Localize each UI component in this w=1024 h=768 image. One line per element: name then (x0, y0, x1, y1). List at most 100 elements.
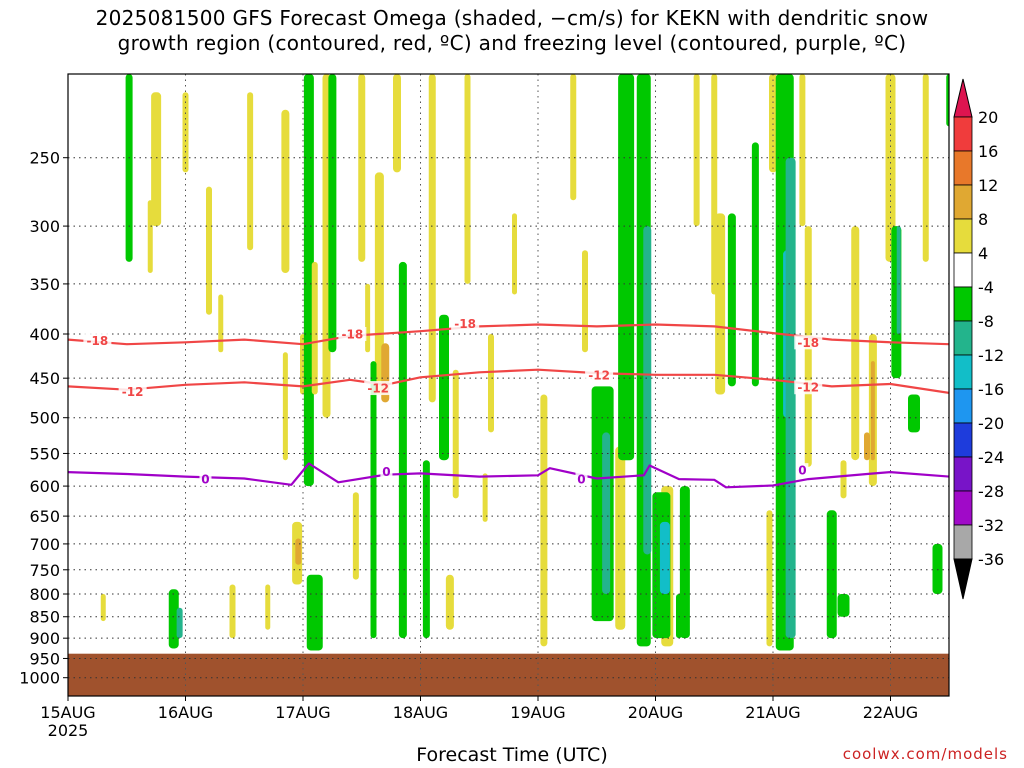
site-credit: coolwx.com/models (842, 745, 1008, 763)
omega-shading (100, 74, 949, 651)
omega-shade-72 (837, 593, 850, 617)
colorbar-bottom-arrow (953, 558, 973, 600)
colorbar-segment (953, 320, 973, 356)
contour-label-bg (585, 367, 614, 382)
omega-shade-2 (182, 92, 189, 173)
contour-label-bg (364, 381, 393, 396)
omega-shade-39 (615, 446, 626, 630)
omega-shade-79 (218, 294, 224, 353)
contour-label-bg (118, 384, 147, 399)
omega-shade-14 (311, 261, 318, 395)
contour-label-0: 0 (201, 473, 209, 487)
omega-shade-32 (488, 333, 494, 433)
colorbar-segment (953, 252, 973, 288)
x-tick-label: 17AUG (275, 703, 330, 722)
omega-shade-49 (715, 213, 726, 395)
omega-shade-69 (922, 74, 929, 262)
y-tick-label: 650 (29, 507, 60, 526)
omega-shade-18 (306, 574, 323, 651)
omega-shade-28 (452, 369, 459, 499)
contour--12 (68, 368, 949, 394)
omega-shade-75 (147, 200, 153, 274)
omega-shade-26 (428, 74, 436, 403)
omega-shade-8 (265, 584, 271, 630)
omega-shade-38 (602, 432, 611, 594)
colorbar-segment (953, 524, 973, 560)
y-axis-ticks: 250 300 350 400 450 500 550 600 650 700 750 800 850 9… (19, 149, 68, 688)
contour-label--12: -12 (797, 381, 819, 395)
x-axis-label: Forecast Time (UTC) (416, 744, 608, 766)
y-tick-label: 750 (29, 561, 60, 580)
contour-label--18: -18 (342, 327, 364, 341)
chart-title: 2025081500 GFS Forecast Omega (shaded, −… (0, 6, 1024, 56)
chart-title-line-1: 2025081500 GFS Forecast Omega (shaded, −… (95, 6, 929, 30)
x-tick-label: 19AUG (510, 703, 565, 722)
y-tick-label: 900 (29, 629, 60, 648)
y-tick-label: 800 (29, 585, 60, 604)
omega-shade-46 (679, 486, 690, 639)
colorbar-label: 12 (978, 176, 998, 195)
omega-shade-10 (281, 109, 290, 274)
omega-shade-73 (676, 593, 682, 639)
contour-label--12: -12 (122, 385, 144, 399)
omega-shade-27 (439, 314, 449, 461)
omega-shade-5 (168, 589, 179, 649)
omega-shade-31 (464, 74, 471, 284)
omega-shade-55 (799, 74, 806, 227)
omega-shade-9 (100, 593, 106, 622)
omega-shade-19 (328, 74, 337, 353)
y-tick-label: 250 (29, 149, 60, 168)
omega-shade-33 (512, 213, 517, 295)
colorbar-segment (953, 354, 973, 390)
y-tick-label: 350 (29, 275, 60, 294)
omega-shade-3 (206, 186, 212, 315)
x-tick-label: 21AUG (745, 703, 800, 722)
omega-shade-1 (151, 92, 162, 227)
omega-shade-12 (282, 352, 288, 461)
colorbar-label: -32 (978, 516, 1004, 535)
contour-label--12: -12 (588, 368, 610, 382)
x-tick-label: 20AUG (628, 703, 683, 722)
colorbar-label: 20 (978, 108, 998, 127)
x-tick-label: 18AUG (393, 703, 448, 722)
colorbar-label: 16 (978, 142, 998, 161)
y-tick-label: 1000 (19, 669, 60, 688)
contour-label-bg (338, 326, 367, 341)
omega-shade-70 (932, 543, 943, 594)
contour-label--12: -12 (367, 382, 389, 396)
colorbar-label: -12 (978, 346, 1004, 365)
contour-label--18: -18 (454, 317, 476, 331)
contour-label-bg (451, 316, 480, 331)
omega-shade-68 (908, 394, 920, 433)
omega-shade-42 (643, 226, 652, 555)
omega-shade-29 (422, 460, 430, 639)
contour-label-bg (794, 380, 823, 395)
grid-lines (68, 74, 949, 696)
colorbar-segment (953, 422, 973, 458)
contour-label-bg (380, 464, 393, 479)
omega-shade-65 (870, 361, 875, 461)
colorbar-segment (953, 286, 973, 322)
omega-shade-36 (582, 250, 588, 353)
y-tick-label: 450 (29, 369, 60, 388)
omega-shade-50 (727, 213, 736, 387)
omega-shade-60 (826, 510, 837, 639)
colorbar-label: 4 (978, 244, 988, 263)
colorbar-segment (953, 218, 973, 254)
omega-shade-25 (398, 261, 407, 639)
y-tick-label: 950 (29, 649, 60, 668)
contour-lines: -18 -18 -18 -18 -12 -12 -12 -12 0 0 0 0 (68, 316, 949, 489)
chart-title-line-2: growth region (contoured, red, ºC) and f… (117, 31, 907, 55)
y-tick-label: 700 (29, 535, 60, 554)
omega-shade-40 (618, 74, 635, 461)
y-tick-label: 400 (29, 325, 60, 344)
omega-shade-61 (840, 460, 847, 499)
colorbar-segment (953, 116, 973, 152)
omega-shade-74 (864, 432, 870, 461)
omega-shade-7 (229, 584, 236, 639)
omega-shade-62 (851, 226, 860, 461)
omega-shade-76 (352, 492, 359, 580)
omega-shade-24 (370, 361, 377, 639)
y-tick-label: 300 (29, 217, 60, 236)
x-tick-label: 16AUG (158, 703, 213, 722)
